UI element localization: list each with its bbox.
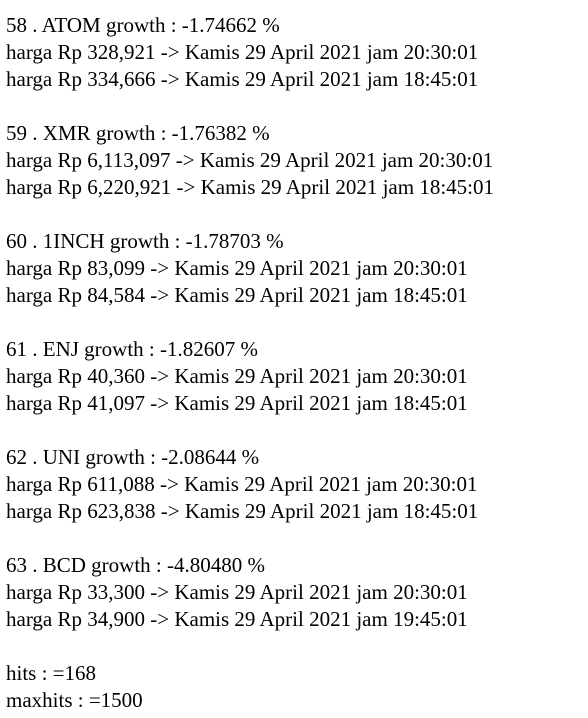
hits-footer: hits : =168 maxhits : =1500: [6, 660, 588, 714]
growth-entry: 62 . UNI growth : -2.08644 % harga Rp 611…: [6, 444, 588, 525]
maxhits-count: maxhits : =1500: [6, 688, 143, 712]
growth-entry: 60 . 1INCH growth : -1.78703 % harga Rp 8…: [6, 228, 588, 309]
price-line: harga Rp 6,220,921 -> Kamis 29 April 202…: [6, 175, 495, 199]
price-line: harga Rp 33,300 -> Kamis 29 April 2021 j…: [6, 580, 468, 604]
price-line: harga Rp 328,921 -> Kamis 29 April 2021 …: [6, 40, 479, 64]
price-line: harga Rp 623,838 -> Kamis 29 April 2021 …: [6, 499, 479, 523]
entry-header: 59 . XMR growth : -1.76382 %: [6, 121, 270, 145]
price-line: harga Rp 83,099 -> Kamis 29 April 2021 j…: [6, 256, 468, 280]
entry-header: 63 . BCD growth : -4.80480 %: [6, 553, 265, 577]
price-line: harga Rp 6,113,097 -> Kamis 29 April 202…: [6, 148, 494, 172]
growth-entry: 58 . ATOM growth : -1.74662 % harga Rp 32…: [6, 12, 588, 93]
price-line: harga Rp 84,584 -> Kamis 29 April 2021 j…: [6, 283, 468, 307]
growth-entry: 61 . ENJ growth : -1.82607 % harga Rp 40,…: [6, 336, 588, 417]
price-line: harga Rp 41,097 -> Kamis 29 April 2021 j…: [6, 391, 468, 415]
growth-entry: 59 . XMR growth : -1.76382 % harga Rp 6,1…: [6, 120, 588, 201]
price-line: harga Rp 40,360 -> Kamis 29 April 2021 j…: [6, 364, 468, 388]
entry-header: 61 . ENJ growth : -1.82607 %: [6, 337, 258, 361]
entry-header: 62 . UNI growth : -2.08644 %: [6, 445, 260, 469]
growth-list: 58 . ATOM growth : -1.74662 % harga Rp 32…: [6, 12, 588, 633]
price-line: harga Rp 334,666 -> Kamis 29 April 2021 …: [6, 67, 479, 91]
hits-count: hits : =168: [6, 661, 97, 685]
entry-header: 58 . ATOM growth : -1.74662 %: [6, 13, 280, 37]
price-line: harga Rp 611,088 -> Kamis 29 April 2021 …: [6, 472, 478, 496]
entry-header: 60 . 1INCH growth : -1.78703 %: [6, 229, 284, 253]
price-line: harga Rp 34,900 -> Kamis 29 April 2021 j…: [6, 607, 468, 631]
growth-entry: 63 . BCD growth : -4.80480 % harga Rp 33,…: [6, 552, 588, 633]
